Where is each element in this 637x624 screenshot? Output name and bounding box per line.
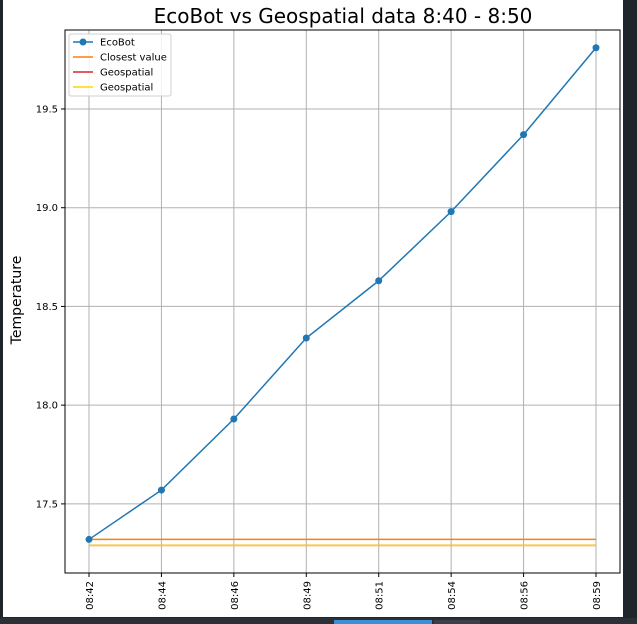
- plot-area-frame: [64, 29, 621, 574]
- data-point: [85, 535, 93, 543]
- legend-label: Closest value: [100, 53, 167, 64]
- legend-label: Geospatial: [100, 83, 153, 94]
- bottom-tab-active[interactable]: [334, 620, 432, 624]
- chart-title: EcoBot vs Geospatial data 8:40 - 8:50: [154, 4, 533, 28]
- data-point: [302, 334, 310, 342]
- series-layer: [85, 44, 600, 547]
- legend-label: Geospatial: [100, 68, 153, 79]
- x-tick-label: 08:54: [447, 581, 458, 610]
- axes: 08:42 08:44 08:46 08:49 08:51 08:54 08:56 08:59…: [36, 104, 603, 609]
- data-point: [592, 44, 600, 52]
- legend-box: [68, 33, 172, 97]
- data-point: [447, 208, 455, 216]
- y-tick-label: 17.5: [36, 499, 58, 510]
- y-tick-label: 19.0: [36, 203, 58, 214]
- legend-marker: [79, 38, 87, 46]
- window-edge: [623, 0, 637, 618]
- figure-canvas: [3, 0, 623, 617]
- bottom-tab[interactable]: [434, 620, 480, 624]
- x-tick-label: 08:51: [375, 581, 386, 610]
- data-point: [375, 277, 383, 285]
- y-tick-label: 18.0: [36, 401, 58, 412]
- bottom-bar: [0, 618, 637, 624]
- x-tick-label: 08:42: [85, 581, 96, 610]
- grid: [65, 30, 620, 573]
- x-tick-label: 08:56: [520, 581, 531, 610]
- data-point: [520, 131, 528, 139]
- y-tick-label: 18.5: [36, 302, 58, 313]
- x-tick-label: 08:49: [302, 581, 313, 610]
- x-tick-label: 08:46: [230, 581, 241, 610]
- x-tick-label: 08:44: [157, 581, 168, 610]
- y-tick-label: 19.5: [36, 104, 58, 115]
- legend-label: EcoBot: [100, 38, 135, 49]
- x-tick-label: 08:59: [592, 581, 603, 610]
- data-point: [157, 486, 165, 494]
- data-point: [230, 415, 238, 423]
- series-line-ecobot: [88, 47, 597, 541]
- legend: EcoBot Closest value Geospatial Geospatial: [68, 33, 172, 97]
- y-axis-label: Temperature: [9, 256, 25, 346]
